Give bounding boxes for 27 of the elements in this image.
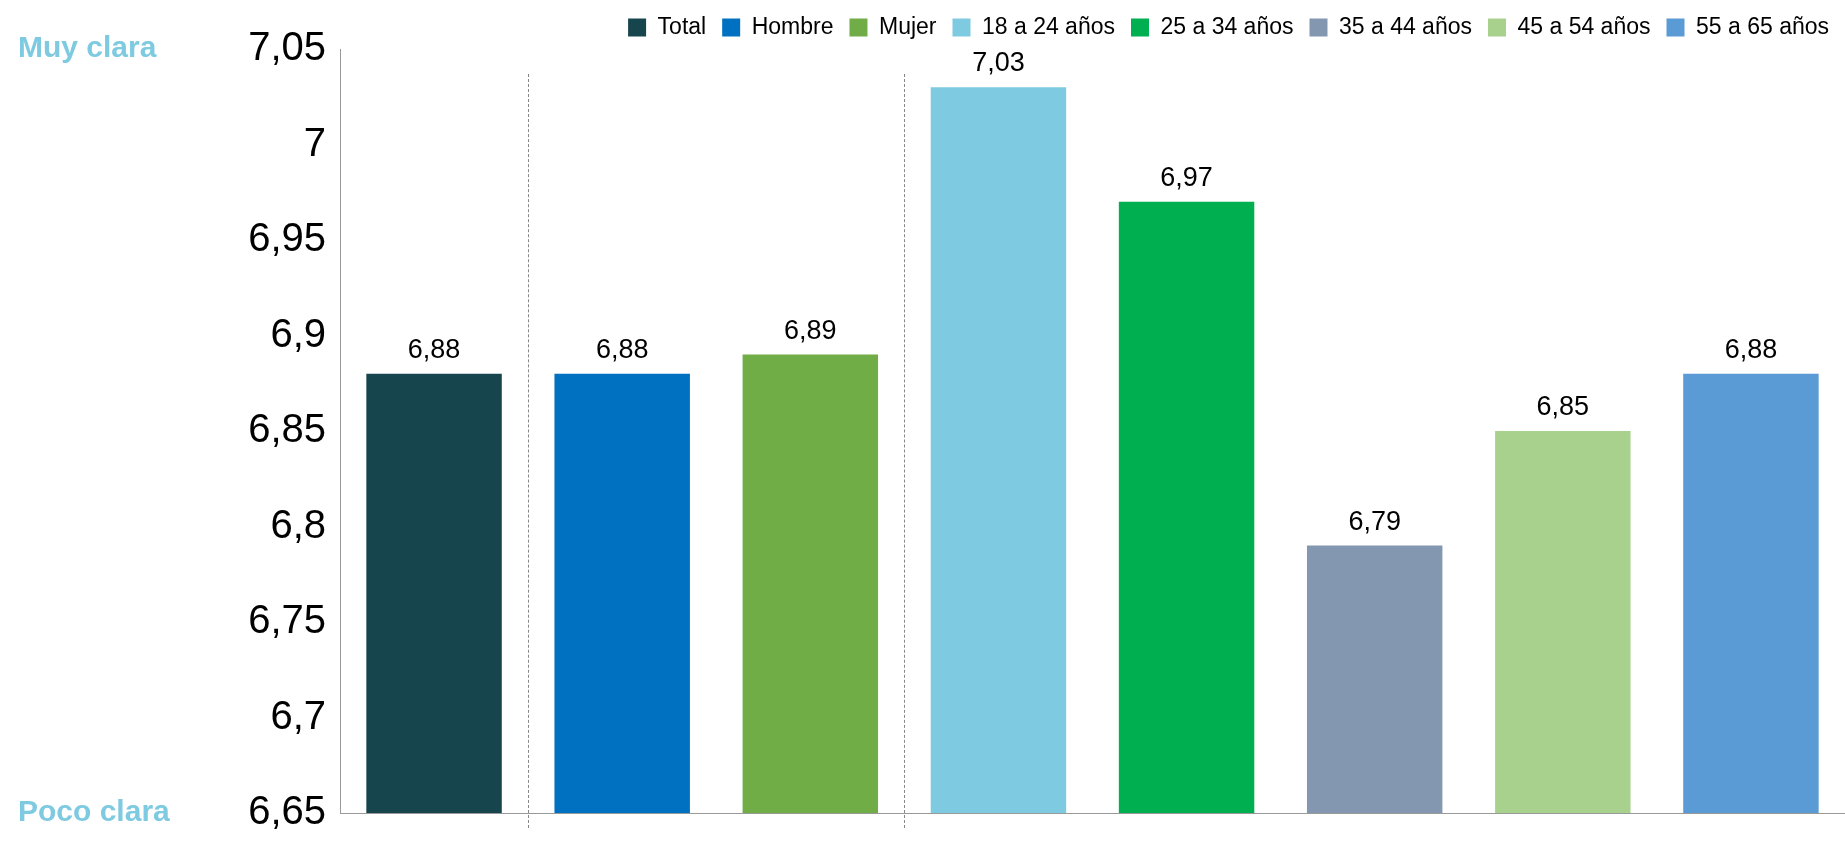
data-label: 6,85 (1536, 390, 1590, 421)
y-tick-label: 6,85 (248, 406, 326, 451)
legend-label: Total (657, 12, 707, 39)
legend-label: 55 a 65 años (1696, 12, 1830, 39)
text: Muy clara (18, 30, 157, 64)
y-tick-label: 6,75 (248, 597, 326, 642)
legend-label: 35 a 44 años (1338, 12, 1473, 39)
data-label: 6,88 (407, 333, 461, 364)
y-tick-label: 6,95 (248, 215, 326, 260)
y-tick-label: 6,8 (270, 501, 326, 546)
legend-label: 25 a 34 años (1160, 12, 1294, 39)
legend-label: 18 a 24 años (981, 12, 1115, 39)
y-tick-label: 6,9 (270, 310, 326, 355)
legend-label: Hombre (751, 12, 834, 39)
data-label: 6,79 (1348, 505, 1401, 536)
y-tick-label: 6,7 (270, 692, 326, 737)
y-tick-label: 7 (303, 119, 326, 164)
text: Poco clara (18, 794, 171, 828)
data-label: 6,89 (784, 314, 837, 345)
data-label: 7,03 (972, 47, 1025, 78)
legend-label: Mujer (878, 12, 937, 39)
legend-label: 45 a 54 años (1517, 12, 1651, 39)
data-label: 6,97 (1160, 161, 1213, 192)
y-tick-label: 6,65 (248, 788, 326, 833)
data-label: 6,88 (595, 333, 649, 364)
y-tick-label: 7,05 (248, 24, 326, 69)
data-label: 6,88 (1724, 333, 1778, 364)
